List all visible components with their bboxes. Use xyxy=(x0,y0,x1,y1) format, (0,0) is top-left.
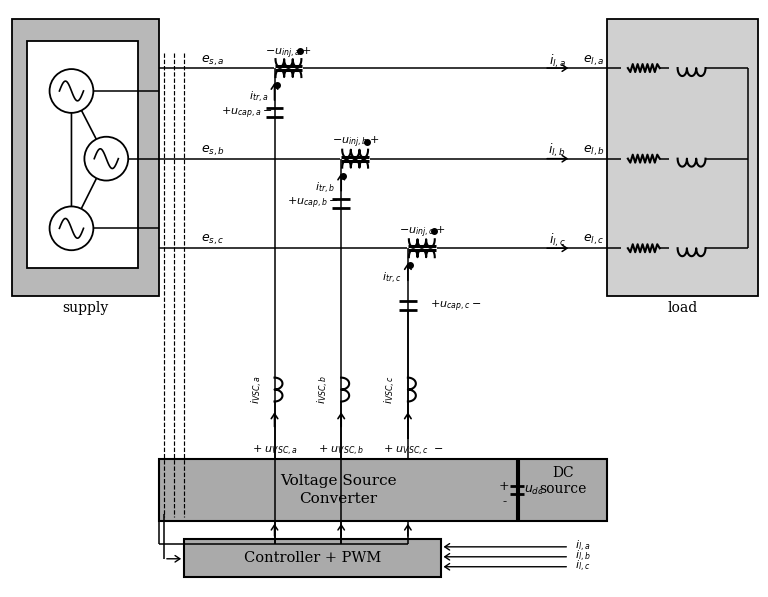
Text: $+\ u_{VSC,b}$: $+\ u_{VSC,b}$ xyxy=(318,444,364,458)
Text: $e_{s,c}$: $e_{s,c}$ xyxy=(201,233,224,248)
Bar xyxy=(12,19,159,296)
Text: $i_{tr,b}$: $i_{tr,b}$ xyxy=(316,181,335,196)
Text: $i_{tr,c}$: $i_{tr,c}$ xyxy=(382,270,402,285)
Text: $i_{VSC,c}$: $i_{VSC,c}$ xyxy=(382,375,398,404)
Text: $e_{l,c}$: $e_{l,c}$ xyxy=(584,233,604,248)
Text: $i_{tr,a}$: $i_{tr,a}$ xyxy=(249,90,269,106)
Text: load: load xyxy=(667,301,698,315)
Text: $i_{l,c}$: $i_{l,c}$ xyxy=(548,232,566,249)
Text: source: source xyxy=(539,482,587,496)
Bar xyxy=(159,459,518,521)
Text: Voltage Source: Voltage Source xyxy=(280,474,396,488)
Text: $i_{VSC,a}$: $i_{VSC,a}$ xyxy=(250,375,264,404)
Text: $i_{l,a}$: $i_{l,a}$ xyxy=(548,53,566,70)
Text: $-u_{inj,a}+$: $-u_{inj,a}+$ xyxy=(265,45,312,61)
Text: +: + xyxy=(499,479,510,493)
Text: $i_{l,a}$: $i_{l,a}$ xyxy=(575,539,591,555)
Circle shape xyxy=(50,207,94,250)
Text: $e_{s,b}$: $e_{s,b}$ xyxy=(201,143,225,158)
Text: $+u_{cap,c}-$: $+u_{cap,c}-$ xyxy=(430,298,481,313)
Bar xyxy=(27,41,138,268)
Text: $+\ u_{VSC,a}$: $+\ u_{VSC,a}$ xyxy=(252,444,297,458)
Text: DC: DC xyxy=(552,466,574,480)
Text: supply: supply xyxy=(62,301,108,315)
Text: Converter: Converter xyxy=(300,492,377,506)
Text: $i_{l,b}$: $i_{l,b}$ xyxy=(548,142,566,159)
Text: Controller + PWM: Controller + PWM xyxy=(243,551,381,565)
Circle shape xyxy=(84,137,128,180)
Text: $+u_{cap,a}-$: $+u_{cap,a}-$ xyxy=(220,105,273,121)
Text: $i_{VSC,b}$: $i_{VSC,b}$ xyxy=(316,375,331,404)
Text: $u_{dc}$: $u_{dc}$ xyxy=(525,484,545,497)
Text: -: - xyxy=(502,496,507,509)
Text: $+\ u_{VSC,c}\ -$: $+\ u_{VSC,c}\ -$ xyxy=(382,444,443,458)
Text: $e_{l,b}$: $e_{l,b}$ xyxy=(583,143,605,158)
Bar xyxy=(184,539,441,577)
Text: $e_{s,a}$: $e_{s,a}$ xyxy=(201,54,224,68)
Text: $-u_{inj,b}+$: $-u_{inj,b}+$ xyxy=(332,135,379,150)
Circle shape xyxy=(50,69,94,113)
Bar xyxy=(519,459,607,521)
Text: $-u_{inj,c}+$: $-u_{inj,c}+$ xyxy=(399,224,445,240)
Text: $e_{l,a}$: $e_{l,a}$ xyxy=(584,54,604,68)
Text: $+u_{cap,b}-$: $+u_{cap,b}-$ xyxy=(287,196,339,211)
Bar xyxy=(607,19,758,296)
Text: $i_{l,c}$: $i_{l,c}$ xyxy=(575,559,591,574)
Text: $i_{l,b}$: $i_{l,b}$ xyxy=(575,549,591,564)
